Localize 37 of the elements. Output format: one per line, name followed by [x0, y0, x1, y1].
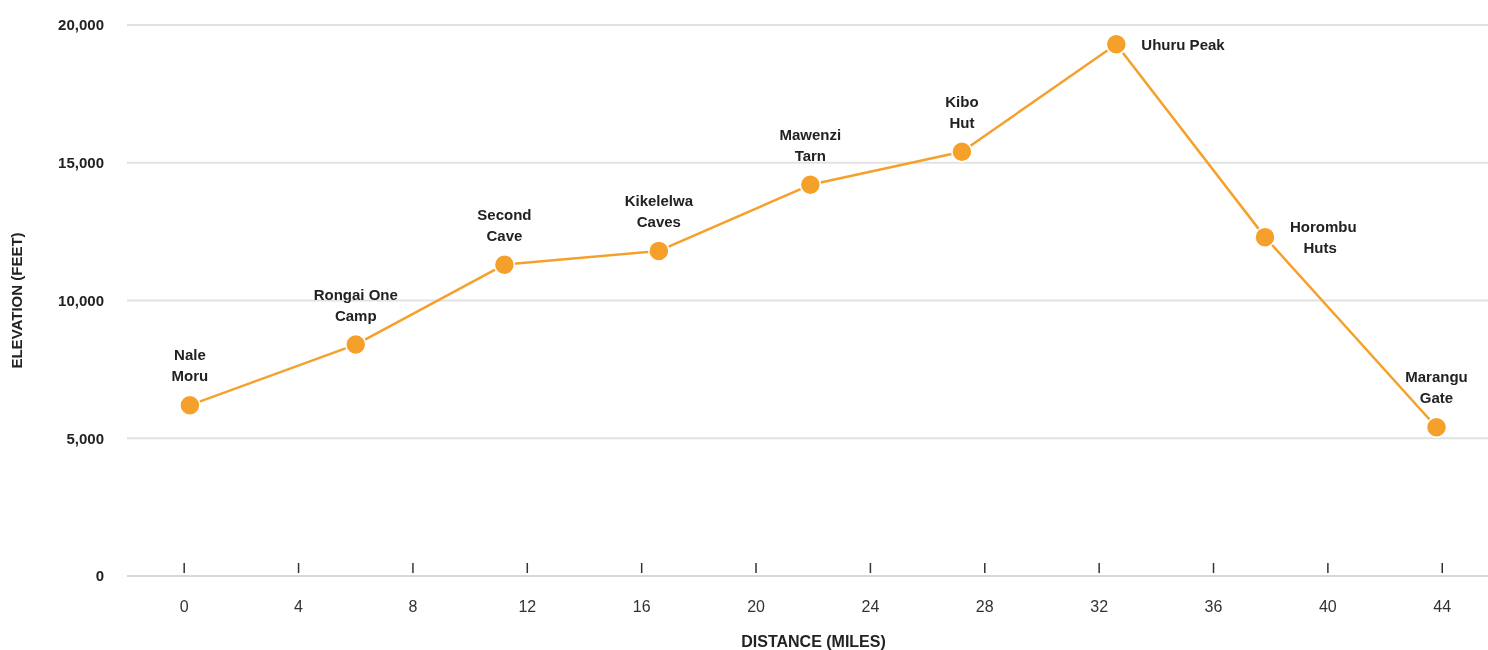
y-tick-label: 10,000 [58, 291, 104, 309]
annotation: Mawenzi Tarn [779, 125, 842, 164]
point [1425, 416, 1448, 438]
annotation: Second Cave [477, 205, 532, 244]
annotation: Kikelelwa Caves [624, 191, 694, 230]
point [1105, 33, 1128, 56]
y-tick-label: 0 [95, 567, 104, 585]
x-tick-label: 28 [975, 598, 994, 615]
x-axis-title: DISTANCE (MILES) [741, 633, 886, 650]
annotation: Nale Moru [171, 346, 209, 385]
point [799, 174, 822, 196]
x-tick-label: 0 [179, 598, 189, 615]
x-tick-label: 8 [408, 598, 418, 615]
point [493, 253, 516, 276]
point [648, 240, 670, 262]
point [1254, 226, 1276, 248]
y-tick-label: 20,000 [58, 16, 104, 34]
annotation: Horombu Huts [1289, 218, 1357, 257]
x-tick-label: 40 [1318, 598, 1337, 615]
annotation: Rongai One Camp [313, 285, 398, 324]
x-tick-label: 44 [1433, 598, 1452, 615]
annotation: Marangu Gate [1405, 368, 1468, 407]
x-tick-label: 24 [861, 598, 880, 615]
point [951, 140, 973, 163]
x-tick-label: 16 [632, 598, 651, 615]
x-tick-label: 12 [518, 598, 537, 615]
point [344, 333, 367, 356]
x-tick-label: 4 [294, 598, 304, 615]
x-tick-label: 32 [1090, 598, 1109, 615]
y-tick-label: 5,000 [66, 429, 104, 447]
x-tick-label: 36 [1204, 598, 1223, 615]
x-tick-label: 20 [747, 598, 766, 615]
y-axis-title: ELEVATION (FEET) [8, 232, 25, 369]
point [179, 394, 201, 416]
annotation: Uhuru Peak [1141, 35, 1226, 53]
annotation: Kibo Hut [945, 92, 979, 131]
y-tick-label: 15,000 [58, 154, 104, 171]
